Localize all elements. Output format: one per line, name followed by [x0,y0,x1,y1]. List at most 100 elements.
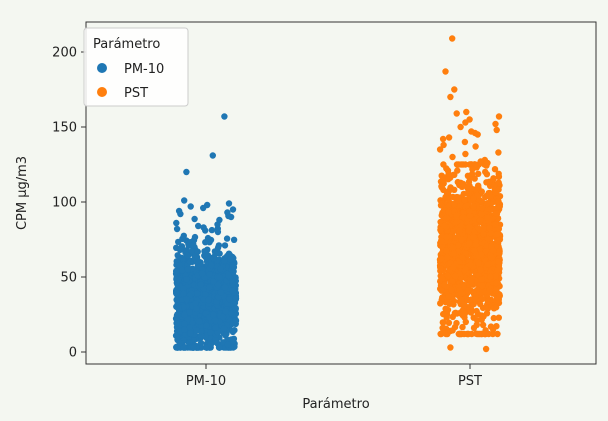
data-point-pm10 [176,246,184,253]
data-point-pm10 [186,324,193,331]
data-point-pst [496,292,503,299]
data-point-pst [491,166,499,173]
data-point-pm10 [190,282,198,289]
data-point-pm10 [184,252,191,259]
data-point-pm10 [223,235,231,242]
data-point-pst [439,329,446,336]
data-point-pst [461,197,468,204]
data-point-pst [468,330,475,338]
data-point-pm10 [176,262,183,269]
data-point-pm10 [197,281,205,288]
data-point-pm10 [202,332,210,340]
data-point-pst [440,281,448,289]
data-point-pst [484,235,492,242]
data-point-pm10 [173,268,180,275]
data-point-pst [495,198,502,205]
data-point-pst [437,300,444,307]
data-point-pst [449,277,456,285]
data-point-pm10 [187,203,194,210]
data-point-pst [487,193,494,200]
data-point-pst [468,185,475,192]
data-point-pm10 [187,329,194,337]
x-tick-label: PM-10 [186,374,226,389]
data-point-pm10 [212,324,219,331]
x-tick-label: PST [458,374,482,389]
data-point-pst [478,210,485,218]
data-point-pst [447,344,454,351]
data-point-pst [462,119,469,126]
data-point-pm10 [184,282,192,290]
data-point-pst [478,204,486,212]
data-point-pst [446,300,453,307]
data-point-pst [447,93,454,101]
data-point-pst [470,203,477,211]
data-point-pm10 [210,255,217,262]
data-point-pm10 [220,325,228,332]
data-point-pm10 [217,289,224,296]
data-point-pm10 [193,305,200,313]
data-point-pm10 [186,258,194,265]
data-point-pm10 [179,266,186,274]
data-point-pst [443,165,450,172]
data-point-pst [437,226,444,234]
data-point-pst [475,184,482,192]
data-point-pm10 [190,344,197,351]
data-point-pst [438,237,445,245]
data-point-pst [443,233,450,241]
data-point-pst [466,240,473,247]
y-axis: 0 50 100 150 200 [52,46,86,361]
data-point-pm10 [214,221,221,228]
data-point-pst [464,287,472,294]
data-point-pm10 [227,213,235,221]
data-point-pm10 [193,327,200,334]
data-point-pst [495,186,502,193]
data-point-pst [484,159,491,167]
data-point-pm10 [229,287,236,294]
data-point-pst [438,183,445,190]
data-point-pst [449,244,457,251]
data-point-pst [494,330,501,338]
data-point-pm10 [183,276,190,283]
data-point-pst [453,212,460,219]
y-tick-label: 200 [52,46,77,61]
data-point-pst [477,266,484,274]
data-point-pst [453,110,460,117]
data-point-pst [457,222,465,230]
data-point-pst [445,134,453,141]
data-point-pst [492,272,499,280]
data-point-pm10 [173,219,180,227]
data-point-pst [484,200,491,207]
data-point-pst [457,123,464,131]
data-point-pm10 [195,222,202,230]
data-point-pst [458,236,465,243]
data-point-pst [476,246,484,253]
data-point-pst [439,324,446,332]
data-point-pst [484,261,491,268]
data-point-pm10 [214,281,222,289]
data-point-pst [466,174,474,182]
data-point-pst [461,310,468,317]
data-point-pm10 [226,296,233,303]
data-point-pst [490,314,497,322]
data-point-pst [440,141,447,149]
data-point-pst [492,120,499,128]
data-point-pm10 [183,295,190,303]
data-point-pm10 [194,290,201,297]
data-point-pm10 [213,298,220,305]
x-axis-label: Parámetro [302,397,369,412]
data-point-pst [473,307,480,315]
data-point-pm10 [209,152,216,159]
data-point-pst [467,309,475,316]
data-point-pm10 [181,197,188,204]
data-point-pst [470,233,477,241]
data-point-pst [445,293,452,300]
data-point-pst [495,179,502,186]
data-point-pm10 [216,273,223,281]
data-point-pst [486,287,493,294]
data-point-pst [494,237,502,245]
data-point-pst [439,319,446,326]
data-point-pst [495,149,502,156]
data-point-pm10 [207,329,214,336]
data-point-pst [474,131,481,138]
